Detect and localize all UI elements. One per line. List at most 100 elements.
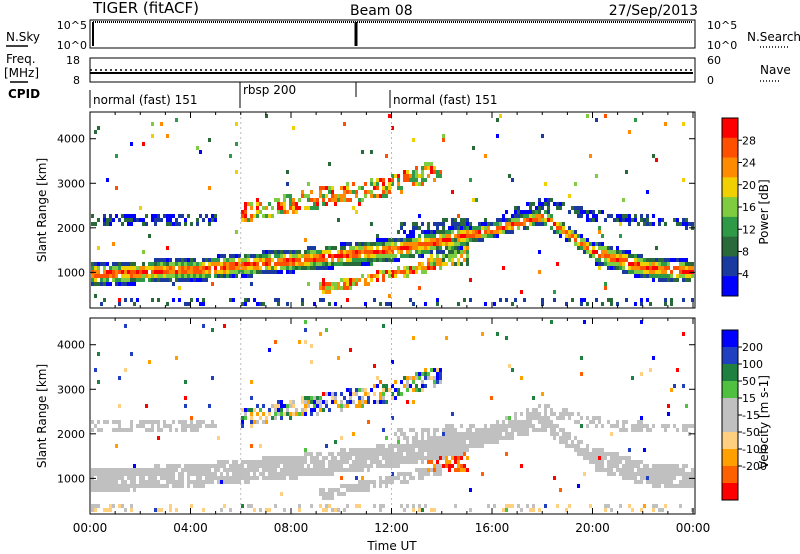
heatmap-cell	[442, 444, 445, 448]
heatmap-cell	[388, 480, 391, 484]
heatmap-cell	[271, 416, 274, 420]
heatmap-cell	[499, 114, 502, 118]
heatmap-cell	[175, 464, 178, 468]
heatmap-cell	[562, 416, 565, 420]
heatmap-cell	[667, 274, 670, 278]
heatmap-cell	[670, 468, 673, 472]
heatmap-cell	[184, 380, 187, 384]
heatmap-cell	[298, 508, 301, 512]
heatmap-cell	[325, 290, 328, 294]
heatmap-cell	[103, 484, 106, 488]
heatmap-cell	[556, 262, 559, 266]
heatmap-cell	[478, 222, 481, 226]
heatmap-cell	[379, 444, 382, 448]
heatmap-cell	[235, 142, 238, 146]
heatmap-cell	[340, 484, 343, 488]
heatmap-cell	[637, 460, 640, 464]
heatmap-cell	[616, 452, 619, 456]
heatmap-cell	[289, 416, 292, 420]
heatmap-cell	[586, 246, 589, 250]
heatmap-cell	[430, 246, 433, 250]
heatmap-cell	[544, 198, 547, 202]
heatmap-cell	[610, 456, 613, 460]
heatmap-cell	[181, 468, 184, 472]
heatmap-cell	[658, 218, 661, 222]
heatmap-cell	[616, 262, 619, 266]
heatmap-cell	[664, 472, 667, 476]
heatmap-cell	[457, 250, 460, 254]
heatmap-cell	[124, 298, 127, 302]
heatmap-cell	[652, 266, 655, 270]
heatmap-cell	[517, 504, 520, 508]
heatmap-cell	[568, 504, 571, 508]
heatmap-cell	[322, 250, 325, 254]
heatmap-cell	[208, 404, 211, 408]
heatmap-cell	[115, 214, 118, 218]
heatmap-cell	[346, 186, 349, 190]
heatmap-cell	[151, 476, 154, 480]
heatmap-cell	[190, 270, 193, 274]
heatmap-cell	[157, 278, 160, 282]
heatmap-cell	[427, 460, 430, 464]
heatmap-cell	[373, 274, 376, 278]
heatmap-cell	[520, 222, 523, 226]
heatmap-cell	[400, 452, 403, 456]
heatmap-cell	[424, 372, 427, 376]
heatmap-cell	[268, 468, 271, 472]
heatmap-cell	[535, 206, 538, 210]
heatmap-cell	[190, 464, 193, 468]
heatmap-cell	[625, 468, 628, 472]
heatmap-cell	[184, 262, 187, 266]
heatmap-cell	[310, 412, 313, 416]
heatmap-cell	[646, 266, 649, 270]
heatmap-cell	[118, 484, 121, 488]
heatmap-cell	[169, 468, 172, 472]
heatmap-cell	[130, 480, 133, 484]
heatmap-cell	[424, 270, 427, 274]
heatmap-cell	[367, 262, 370, 266]
heatmap-cell	[421, 388, 424, 392]
heatmap-cell	[553, 436, 556, 440]
heatmap-cell	[661, 218, 664, 222]
heatmap-cell	[628, 472, 631, 476]
heatmap-cell	[652, 504, 655, 508]
heatmap-cell	[142, 424, 145, 428]
heatmap-cell	[460, 222, 463, 226]
heatmap-cell	[508, 432, 511, 436]
heatmap-cell	[340, 464, 343, 468]
heatmap-cell	[406, 250, 409, 254]
heatmap-cell	[634, 428, 637, 432]
heatmap-cell	[361, 404, 364, 408]
heatmap-cell	[535, 218, 538, 222]
heatmap-cell	[511, 230, 514, 234]
heatmap-cell	[472, 440, 475, 444]
heatmap-cell	[499, 230, 502, 234]
heatmap-cell	[511, 436, 514, 440]
heatmap-cell	[286, 468, 289, 472]
heatmap-cell	[331, 286, 334, 290]
heatmap-cell	[367, 400, 370, 404]
heatmap-cell	[256, 460, 259, 464]
heatmap-cell	[664, 476, 667, 480]
heatmap-cell	[301, 190, 304, 194]
heatmap-cell	[367, 448, 370, 452]
heatmap-cell	[124, 278, 127, 282]
heatmap-cell	[388, 388, 391, 392]
heatmap-cell	[553, 230, 556, 234]
heatmap-cell	[232, 274, 235, 278]
heatmap-cell	[490, 432, 493, 436]
heatmap-cell	[424, 368, 427, 372]
heatmap-cell	[271, 206, 274, 210]
heatmap-cell	[607, 250, 610, 254]
heatmap-cell	[421, 452, 424, 456]
heatmap-cell	[436, 302, 439, 306]
heatmap-cell	[466, 254, 469, 258]
heatmap-cell	[439, 472, 442, 476]
heatmap-cell	[682, 266, 685, 270]
heatmap-cell	[562, 412, 565, 416]
heatmap-cell	[172, 464, 175, 468]
heatmap-cell	[439, 174, 442, 178]
heatmap-cell	[427, 250, 430, 254]
heatmap-cell	[499, 428, 502, 432]
x-tick-label: 20:00	[575, 521, 610, 535]
